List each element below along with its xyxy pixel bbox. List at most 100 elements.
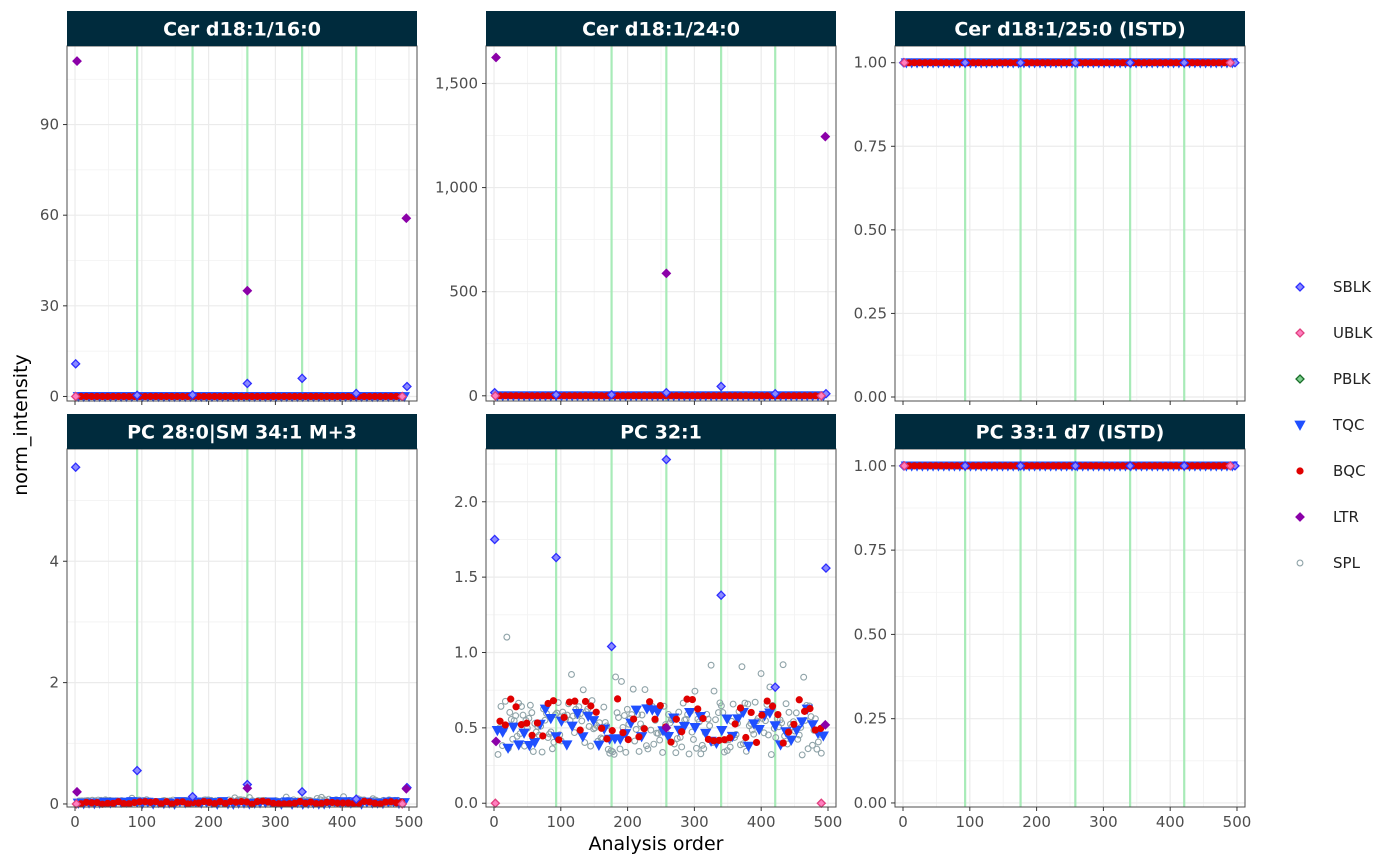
spl-point [744, 700, 752, 708]
tqc-point [684, 708, 696, 719]
spl-point [610, 750, 618, 758]
ublk-point [397, 391, 408, 402]
x-tick-label: 100 [546, 813, 575, 831]
tqc-point [817, 731, 829, 742]
spl-point [615, 714, 622, 721]
x-tick-label: 0 [898, 813, 908, 831]
ublk-point [1225, 460, 1236, 471]
legend-label: BQC [1333, 462, 1366, 480]
spl-point [798, 751, 806, 759]
sblk-point [1125, 460, 1136, 471]
x-tick-label: 100 [955, 813, 984, 831]
spl-point [656, 736, 664, 744]
tqc-point [614, 734, 626, 745]
spl-point [528, 709, 536, 717]
legend-key-ublk [1295, 328, 1305, 338]
tqc-point [566, 721, 578, 732]
tqc-point [785, 735, 797, 746]
bqc-point [560, 713, 568, 722]
y-tick-label: 0 [49, 795, 59, 813]
spl-point [814, 738, 822, 746]
bqc-point [678, 728, 686, 736]
spl-point [691, 687, 699, 695]
spl-point [672, 749, 680, 757]
y-tick-label: 0 [468, 387, 478, 405]
bqc-point [597, 724, 606, 732]
bqc-point [726, 734, 734, 742]
spl-point [706, 722, 714, 730]
ltr-point [72, 56, 82, 67]
sblk-point [489, 534, 500, 545]
data-points [898, 57, 1240, 69]
y-tick-label: 1.5 [454, 568, 478, 586]
ublk-point [397, 799, 408, 809]
bqc-point [624, 736, 632, 744]
facet-panel: PC 32:1 0.0 0.5 1.0 1.5 2.0 0 100 200 300 400 500 [454, 414, 842, 831]
spl-point [638, 711, 646, 719]
y-tick-label: 0 [49, 387, 59, 405]
y-tick-label: 1,500 [435, 74, 478, 92]
facet-strip [895, 414, 1245, 449]
spl-point [813, 745, 821, 753]
x-tick-label: 200 [1022, 813, 1051, 831]
legend-key-sblk [1295, 282, 1305, 292]
spl-point [507, 715, 515, 723]
sblk-point [1015, 460, 1026, 471]
spl-point [612, 673, 620, 681]
spl-point [635, 747, 643, 755]
bqc-point [774, 710, 782, 719]
spl-point [620, 712, 628, 719]
bqc-point [613, 695, 622, 703]
sblk-point [187, 791, 198, 802]
ltr-point [491, 736, 501, 747]
bqc-point [817, 724, 825, 733]
bqc-point [587, 702, 595, 710]
bqc-point [731, 720, 739, 728]
spl-point [587, 742, 595, 750]
y-tick-label: 0.25 [854, 710, 887, 728]
tqc-point [748, 719, 760, 730]
spl-point [647, 726, 655, 734]
tqc-point [561, 740, 573, 751]
spl-point [782, 700, 790, 708]
y-tick-label: 1.00 [854, 457, 887, 475]
spl-point [726, 743, 734, 751]
spl-point [642, 742, 650, 750]
spl-point [579, 686, 587, 694]
bqc-point [603, 735, 611, 743]
facet-strip [486, 11, 836, 46]
tqc-point [700, 728, 712, 740]
legend-key-bqc [1296, 467, 1304, 475]
bqc-point [667, 738, 675, 746]
sblk-point [551, 552, 562, 563]
y-tick-label: 0.00 [854, 794, 887, 812]
bqc-point [694, 705, 702, 713]
legend-key-pblk [1295, 374, 1305, 384]
sblk-point [297, 786, 308, 797]
ltr-point [242, 783, 253, 794]
y-tick-label: 0.5 [454, 719, 478, 737]
x-tick-label: 500 [1223, 813, 1252, 831]
y-tick-label: 0.00 [854, 388, 887, 406]
data-points [489, 52, 831, 402]
spl-point [548, 745, 556, 753]
spl-point [675, 708, 683, 716]
x-tick-label: 200 [194, 813, 223, 831]
tqc-point [630, 705, 642, 716]
bqc-point [528, 731, 536, 739]
sblk-point [132, 765, 143, 776]
sblk-point [661, 454, 672, 465]
sblk-point [551, 389, 562, 400]
sblk-point [242, 378, 253, 389]
data-points [898, 460, 1240, 472]
y-tick-label: 1.00 [854, 54, 887, 72]
bqc-point [533, 719, 542, 727]
spl-point [547, 728, 555, 736]
y-tick-label: 4 [49, 552, 59, 570]
sblk-point [351, 388, 362, 399]
spl-point [650, 740, 658, 748]
bqc-point [688, 695, 696, 704]
y-tick-label: 0.0 [454, 794, 478, 812]
spl-point [578, 717, 586, 725]
facet-strip-title: PC 33:1 d7 (ISTD) [976, 422, 1165, 444]
